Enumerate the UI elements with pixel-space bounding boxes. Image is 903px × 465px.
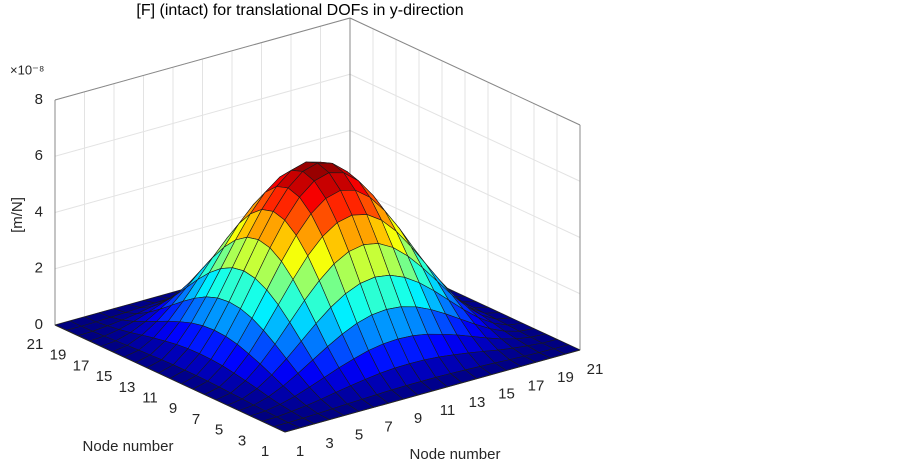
z-tick-label: 0 — [35, 316, 43, 333]
grid-line — [349, 130, 581, 238]
box-edge — [349, 17, 581, 126]
x-tick-label: 21 — [587, 361, 604, 378]
z-tick-label: 2 — [35, 260, 43, 277]
axis-line — [54, 324, 286, 433]
y-tick-label: 3 — [238, 432, 246, 449]
y-tick-label: 9 — [169, 400, 177, 417]
chart-title: [F] (intact) for translational DOFs in y… — [136, 2, 463, 19]
x-tick-label: 5 — [355, 427, 363, 444]
x-tick-label: 11 — [440, 402, 456, 419]
y-tick-label: 7 — [192, 411, 200, 428]
y-tick-label: 1 — [261, 443, 269, 460]
z-multiplier: ×10⁻⁸ — [10, 62, 44, 77]
x-axis-label: Node number — [410, 446, 501, 463]
x-tick-label: 15 — [498, 386, 515, 403]
z-tick-label: 6 — [35, 147, 43, 164]
x-tick-label: 3 — [325, 435, 333, 452]
x-tick-label: 9 — [414, 410, 422, 427]
y-tick-label: 19 — [50, 347, 67, 364]
z-tick-label: 4 — [35, 203, 43, 220]
y-tick-label: 11 — [142, 389, 158, 406]
axis-line — [284, 349, 581, 433]
x-tick-label: 7 — [384, 418, 392, 435]
grid-line — [349, 73, 581, 182]
x-tick-label: 17 — [528, 377, 545, 394]
z-axis-label: [m/N] — [9, 197, 26, 233]
grid-line — [54, 73, 351, 157]
y-tick-label: 21 — [27, 336, 44, 353]
x-tick-label: 13 — [469, 394, 486, 411]
box-edge — [54, 17, 351, 101]
y-tick-label: 13 — [119, 379, 136, 396]
x-tick-label: 19 — [557, 369, 574, 386]
y-axis-label: Node number — [83, 438, 174, 455]
grid-line — [54, 130, 351, 213]
x-tick-label: 1 — [296, 443, 304, 460]
y-tick-label: 15 — [96, 368, 113, 385]
y-tick-label: 5 — [215, 422, 223, 439]
grid-line — [349, 186, 581, 295]
z-tick-label: 8 — [35, 91, 43, 108]
y-tick-label: 17 — [73, 357, 90, 374]
